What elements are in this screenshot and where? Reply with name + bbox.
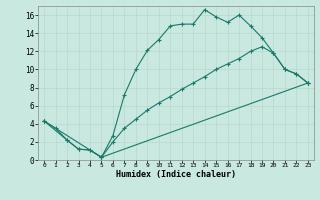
X-axis label: Humidex (Indice chaleur): Humidex (Indice chaleur): [116, 170, 236, 179]
